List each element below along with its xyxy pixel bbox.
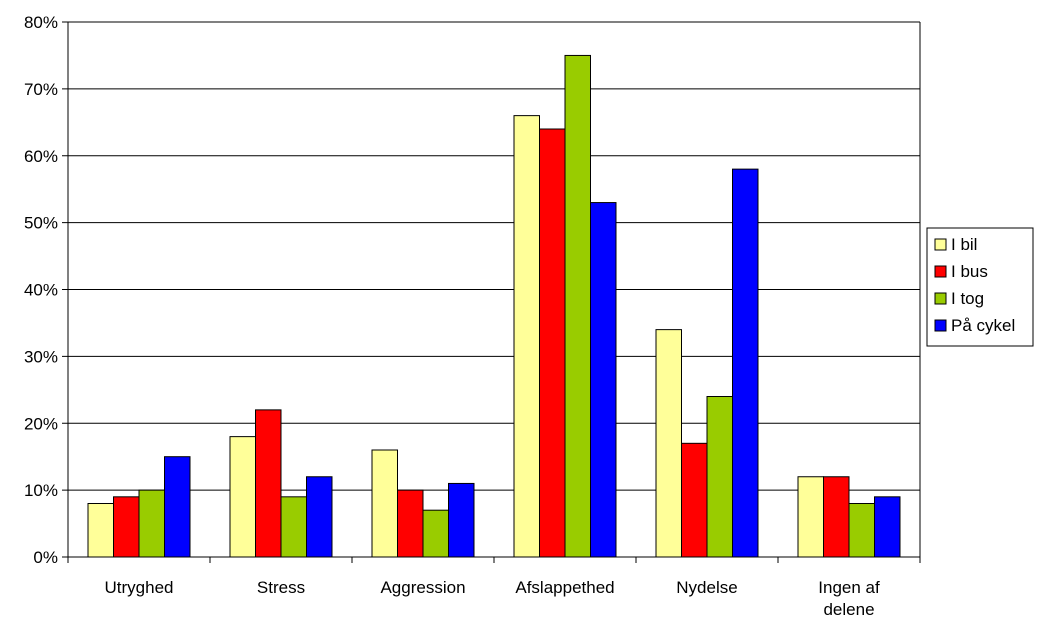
legend-swatch [934, 292, 947, 305]
y-tick-label: 40% [24, 281, 58, 300]
bar-i-bus-1 [255, 409, 282, 558]
x-tick-label: delene [823, 600, 874, 618]
bar-i-bil-1 [229, 436, 256, 558]
legend-label: I bil [951, 235, 977, 254]
bar-i-bus-5 [823, 476, 850, 558]
x-tick-label: Nydelse [676, 578, 737, 597]
bar-pa-cykel-0 [164, 456, 191, 558]
legend-label: På cykel [951, 316, 1015, 335]
y-tick-label: 30% [24, 347, 58, 366]
axes [62, 21, 921, 563]
bars [87, 54, 901, 558]
y-axis-tick-labels: 0% 10% 20% 30% 40% 50% 60% 70% 80% [24, 13, 58, 567]
bar-pa-cykel-4 [732, 168, 759, 558]
x-tick-label: Utryghed [105, 578, 174, 597]
bar-pa-cykel-2 [448, 482, 475, 558]
x-tick-label: Aggression [380, 578, 465, 597]
y-tick-label: 60% [24, 147, 58, 166]
bar-i-tog-0 [138, 489, 165, 558]
bar-i-tog-3 [564, 54, 591, 558]
legend-label: I tog [951, 289, 984, 308]
y-tick-label: 70% [24, 80, 58, 99]
x-tick-label: Afslappethed [515, 578, 614, 597]
bar-i-bus-2 [397, 489, 424, 558]
bar-i-bil-3 [513, 115, 540, 558]
y-tick-label: 50% [24, 214, 58, 233]
bar-i-tog-5 [848, 503, 875, 558]
x-tick-label: Stress [257, 578, 305, 597]
y-tick-label: 10% [24, 481, 58, 500]
bar-i-bil-2 [371, 449, 398, 558]
bar-i-bus-4 [681, 442, 708, 558]
legend: I bil I bus I tog På cykel [926, 227, 1034, 347]
y-tick-label: 0% [33, 548, 58, 567]
legend-swatch [934, 238, 947, 251]
bar-i-tog-4 [706, 396, 733, 558]
legend-swatch [934, 265, 947, 278]
x-tick-label: Ingen af [818, 578, 880, 597]
gridlines [68, 21, 920, 491]
bar-i-tog-2 [422, 509, 449, 558]
bar-pa-cykel-3 [590, 202, 617, 558]
x-axis-tick-labels: Utryghed Stress Aggression Afslappethed Nyde… [105, 578, 880, 618]
bar-pa-cykel-5 [874, 496, 901, 558]
bar-i-bus-3 [539, 128, 566, 558]
legend-label: I bus [951, 262, 988, 281]
bar-i-bil-5 [797, 476, 824, 558]
y-tick-label: 20% [24, 414, 58, 433]
bar-pa-cykel-1 [306, 476, 333, 558]
legend-swatch [934, 319, 947, 332]
bar-i-bil-0 [87, 503, 114, 558]
bar-i-bil-4 [655, 329, 682, 558]
bar-i-tog-1 [280, 496, 307, 558]
y-tick-label: 80% [24, 13, 58, 32]
bar-i-bus-0 [113, 496, 140, 558]
